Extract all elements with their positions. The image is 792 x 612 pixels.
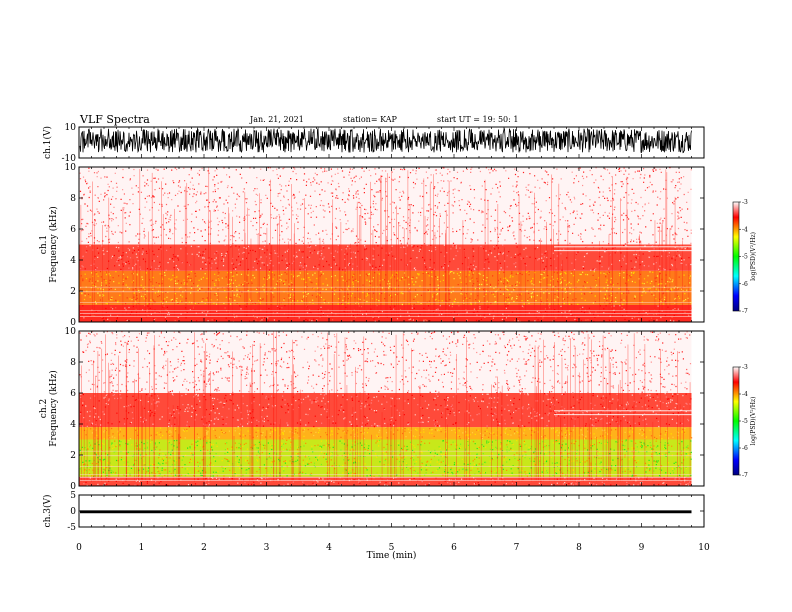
y-axis-label-line: ch.3(V) <box>42 495 53 528</box>
chart-title: VLF Spectra <box>80 113 150 126</box>
y-tick-label: 6 <box>70 225 76 235</box>
x-tick-label: 6 <box>451 543 457 553</box>
colorbar-scale <box>732 366 740 476</box>
x-tick-label: 0 <box>76 543 82 553</box>
colorbar-tick-label: -6 <box>742 281 748 288</box>
colorbar-tick-label: -6 <box>742 445 748 452</box>
x-tick-label: 7 <box>514 543 520 553</box>
spectrogram-texture <box>86 427 686 440</box>
y-tick-label: 2 <box>70 451 76 461</box>
ch2-spectrogram-panel: 0 2 4 6 8 10 ch.2Frequency (kHz) <box>39 327 705 492</box>
colorbar-tick-label: -3 <box>742 364 748 371</box>
ch2-colorbar: -3 -4 -5 -6 -7 log(PSD)(V²/Hz) <box>732 364 757 479</box>
spectrogram-texture <box>79 331 691 393</box>
y-axis-label: ch.1(V) <box>42 126 53 159</box>
station-label: station= KAP <box>343 115 397 124</box>
spectrogram-texture <box>83 427 693 440</box>
y-tick-label: 2 <box>70 287 76 297</box>
y-axis-label-line: Frequency (kHz) <box>48 206 59 283</box>
y-tick-label: 10 <box>65 123 77 133</box>
colorbar-scale <box>732 201 740 312</box>
colorbar-tick-label: -4 <box>742 226 748 233</box>
y-axis-label-line: ch.1 <box>39 235 49 254</box>
y-tick-label: 10 <box>65 163 77 173</box>
ch3-trace <box>80 510 692 514</box>
y-tick-label: 0 <box>70 318 76 328</box>
y-tick-label: 10 <box>65 327 77 337</box>
x-tick-label: 4 <box>326 543 332 553</box>
spectrogram-image <box>79 167 692 323</box>
y-axis-label: ch.1Frequency (kHz) <box>39 206 59 283</box>
y-axis-label-line: ch.1(V) <box>42 126 53 159</box>
y-tick-label: 6 <box>70 389 76 399</box>
date-label: Jan. 21, 2021 <box>250 115 304 124</box>
ch1-trace <box>79 127 692 154</box>
colorbar-tick-label: -5 <box>742 418 748 425</box>
y-axis-label: ch.2Frequency (kHz) <box>39 370 59 447</box>
spectrogram-texture <box>80 271 690 305</box>
y-tick-label: -10 <box>62 154 77 164</box>
spectrogram-band <box>79 393 692 428</box>
x-tick-label: 8 <box>576 543 582 553</box>
y-tick-label: -5 <box>67 523 76 533</box>
spectrogram-band <box>79 476 692 486</box>
x-tick-label: 5 <box>389 543 395 553</box>
ch1-waveform-panel: 10 -10 ch.1(V) <box>42 123 705 164</box>
y-tick-label: 4 <box>70 420 76 430</box>
spectrogram-band <box>79 427 692 440</box>
y-tick-label: 4 <box>70 256 76 266</box>
y-axis-label: ch.3(V) <box>42 495 53 528</box>
colorbar-tick-label: -4 <box>742 391 748 398</box>
y-tick-label: 8 <box>70 194 76 204</box>
start-time-label: start UT = 19: 50: 1 <box>437 115 519 124</box>
colorbar-tick-label: -3 <box>742 199 748 206</box>
x-axis-label: Time (min) <box>367 550 417 561</box>
y-tick-label: 0 <box>70 507 76 517</box>
colorbar-tick-label: -7 <box>742 472 748 479</box>
colorbar-tick-label: -7 <box>742 308 748 315</box>
y-axis-label-line: ch.2 <box>39 399 49 418</box>
x-tick-label: 2 <box>201 543 207 553</box>
colorbar-tick-label: -5 <box>742 254 748 261</box>
x-tick-label: 10 <box>698 543 710 553</box>
ch1-spectrogram-panel: 0 2 4 6 8 10 ch.1Frequency (kHz) <box>39 163 705 328</box>
y-axis-label-line: Frequency (kHz) <box>48 370 59 447</box>
x-tick-label: 1 <box>139 543 145 553</box>
spectrogram-band <box>79 331 692 393</box>
y-tick-label: 8 <box>70 358 76 368</box>
ch1-colorbar: -3 -4 -5 -6 -7 log(PSD)(V²/Hz) <box>732 199 757 315</box>
colorbar-label: log(PSD)(V²/Hz) <box>750 397 757 446</box>
x-tick-label: 3 <box>264 543 270 553</box>
spectrogram-texture <box>91 427 692 440</box>
y-tick-label: 5 <box>70 491 76 501</box>
x-tick-label: 9 <box>639 543 645 553</box>
spectrogram-texture <box>80 270 692 306</box>
y-tick-label: 0 <box>70 482 76 492</box>
colorbar-label: log(PSD)(V²/Hz) <box>750 232 757 281</box>
spectrogram-image <box>79 331 693 487</box>
